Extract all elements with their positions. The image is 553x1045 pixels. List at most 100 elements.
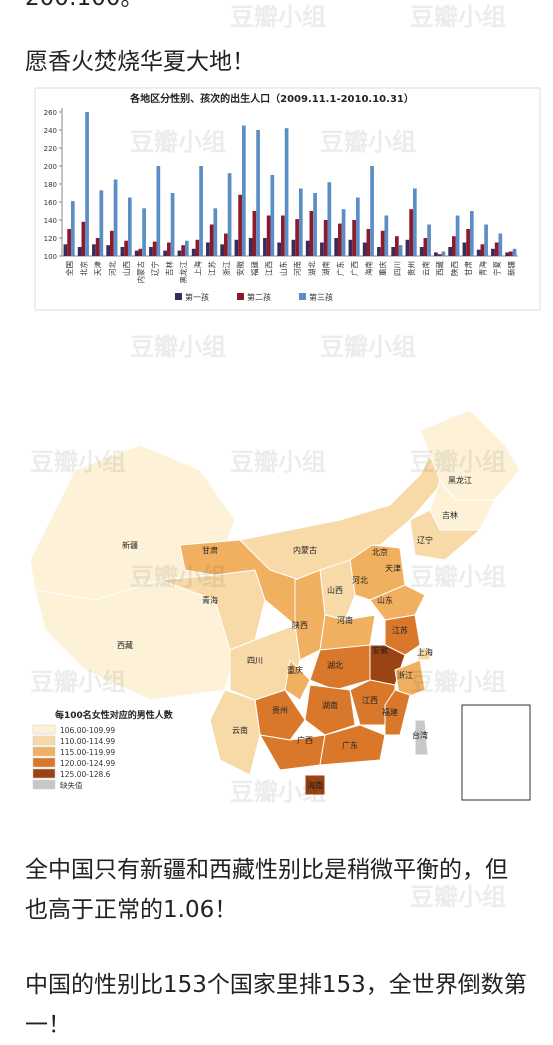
y-tick-label: 220 [44,145,57,153]
x-tick-label: 广东 [335,261,345,276]
bar [149,247,153,256]
province-label: 内蒙古 [293,545,317,555]
bar [412,188,417,256]
bar [320,242,324,256]
province-label: 甘肃 [202,545,218,555]
bar [505,252,510,256]
bar [284,128,289,256]
bar [206,242,210,256]
bar [419,247,424,256]
bar [370,166,374,256]
bar [352,220,356,256]
bar [167,242,171,256]
bar [134,250,139,256]
x-tick-label: 山西 [121,261,131,276]
bar [252,211,257,256]
province [304,774,326,796]
province-label: 四川 [247,656,263,665]
x-tick-label: 黑龙江 [178,261,188,284]
y-tick-label: 140 [44,217,57,225]
province-label: 黑龙江 [448,475,472,485]
y-tick-label: 240 [44,127,57,135]
bar [377,247,381,256]
bar [298,188,303,256]
x-tick-label: 重庆 [378,261,388,276]
legend-label: 第一孩 [185,292,209,302]
bar [452,236,456,256]
province-label: 广西 [297,735,313,745]
province-label: 湖北 [327,661,343,670]
intro: 愿香火焚烧华夏大地！ [25,49,255,75]
x-tick-label: 上海 [192,261,202,276]
bar [184,240,189,256]
bar [227,173,232,256]
bar [341,209,346,256]
bar [362,242,367,256]
bar [81,221,86,256]
bar [512,248,517,256]
bar [181,245,185,256]
bar [434,252,438,256]
bar [313,193,317,256]
bar [263,238,267,256]
bar [305,240,310,256]
bar [494,242,499,256]
bar [281,215,285,256]
top-text: 200:100。 [25,0,530,18]
bar [334,238,339,256]
bar [199,166,203,256]
x-tick-label: 北京 [78,261,88,276]
x-tick-label: 天津 [94,261,103,276]
bar [498,233,503,256]
bar [484,224,488,256]
province [384,614,421,656]
legend-swatch [32,735,56,746]
bar [163,250,168,256]
legend-label: 缺失值 [60,780,83,790]
inset-frame [461,704,531,801]
bar [152,241,157,256]
province-label: 吉林 [442,510,458,520]
province-label: 新疆 [122,540,138,550]
x-tick-label: 江西 [265,261,274,276]
bar [270,175,275,256]
bar [291,239,296,256]
bar [476,249,481,256]
y-tick-label: 200 [44,163,57,171]
bar [63,244,68,256]
bar [395,236,399,256]
province-label: 天津 [385,563,401,573]
bar [437,254,442,256]
page: {"top_text":"200:100。","intro":"愿香火焚烧华夏大… [25,0,541,1038]
bar [466,229,470,256]
bar [67,229,71,256]
x-tick-label: 福建 [249,261,259,276]
bar [256,130,260,256]
bar [99,190,104,256]
bar [384,215,389,256]
watermark: 豆瓣小组 [130,333,226,361]
bar [409,209,413,256]
bar [110,230,114,256]
legend-swatch [32,768,56,779]
chart-title: 各地区分性别、孩次的出生人口（2009.11.1-2010.10.31） [129,92,414,105]
province [409,509,482,561]
bar [295,219,299,256]
legend-swatch [32,724,56,735]
x-tick-label: 吉林 [164,261,174,276]
legend-label: 125.00-128.6 [60,770,111,779]
province [384,689,411,736]
province-label: 辽宁 [417,535,433,545]
bar [85,112,89,256]
bar [77,247,82,256]
bar [455,215,460,256]
bar [195,239,200,256]
bar [138,248,143,256]
bar [509,251,513,256]
x-tick-label: 四川 [393,261,402,276]
bar [423,238,428,256]
x-tick-label: 宁夏 [492,261,502,276]
province [319,724,386,766]
bar [266,215,271,256]
legend-label: 115.00-119.99 [60,748,115,757]
